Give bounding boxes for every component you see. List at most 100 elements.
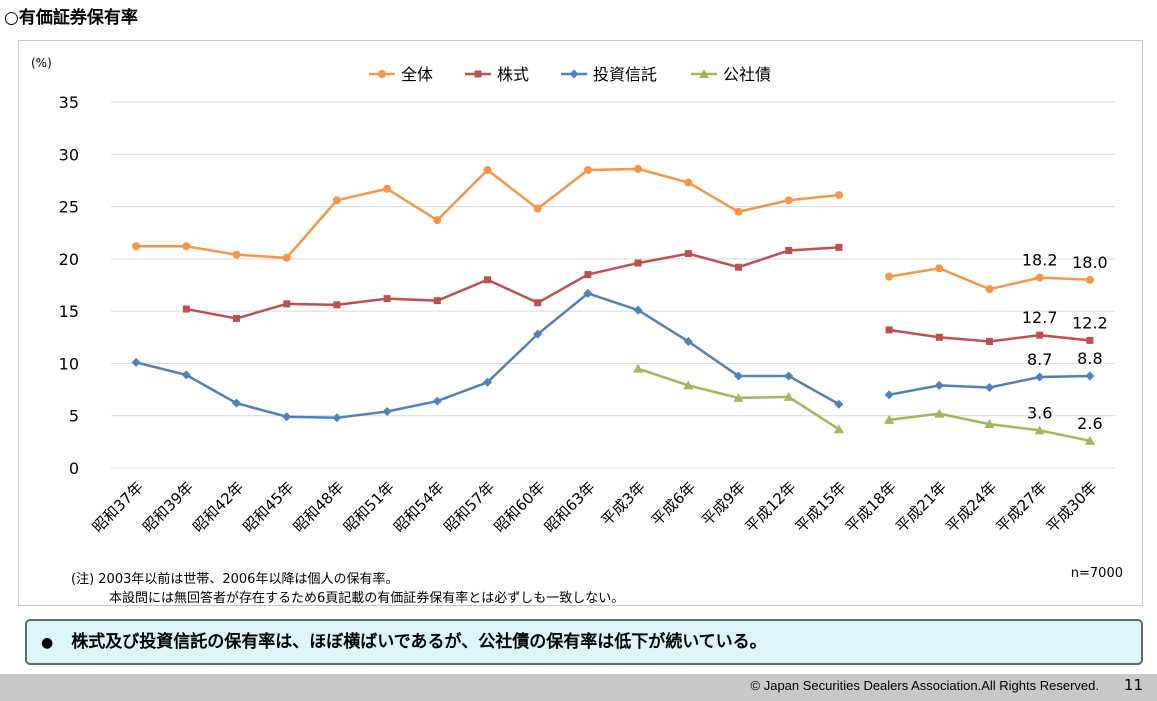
legend-marker-3 [699,69,709,78]
data-point-series-0 [583,165,592,174]
data-point-series-3 [884,414,895,424]
data-point-series-0 [985,285,994,294]
data-point-series-2 [884,390,894,400]
data-label: 18.0 [1072,253,1108,272]
data-point-series-2 [181,370,191,380]
copyright-text: © Japan Securities Dealers Association.A… [750,678,1099,693]
data-label: 12.2 [1072,313,1108,332]
data-point-series-2 [483,377,492,387]
data-point-series-3 [1084,435,1095,445]
data-point-series-3 [833,424,844,434]
x-tick-label: 平成18年 [842,478,900,536]
data-point-series-1 [333,301,341,309]
data-point-series-0 [1085,275,1094,284]
data-point-series-1 [684,250,692,258]
data-point-series-2 [834,399,844,409]
x-tick-label: 平成6年 [648,478,699,529]
legend-label-2: 投資信託 [593,65,657,84]
chart-frame: 0 5 10 15 20 25 30 35 (%) 昭和37年 昭和39年 昭和42年 昭和45年 昭和4… [18,40,1143,606]
data-point-series-0 [1035,273,1044,282]
bullet-icon: ● [41,635,54,651]
summary-text: 株式及び投資信託の保有率は、ほぼ横ばいであるが、公社債の保有率は低下が続いている… [71,632,767,652]
legend-marker-1 [474,70,482,78]
data-point-series-0 [182,242,191,251]
note-line-1: (注) 2003年以前は世帯、2006年以降は個人の保有率。 [71,572,399,587]
y-axis-unit: (%) [31,56,52,70]
data-point-series-2 [332,413,342,423]
data-point-series-3 [633,363,644,373]
legend-label-3: 公社債 [723,65,771,84]
data-point-series-2 [734,371,743,381]
x-tick-label: 平成24年 [942,478,1000,536]
note-line-2: 本設問には無回答者が存在するため6頁記載の有価証券保有率とは必ずしも一致しない。 [109,591,625,606]
y-tick-label-10: 10 [59,354,79,373]
data-label: 18.2 [1022,251,1058,270]
data-point-series-0 [433,216,442,225]
data-point-series-2 [1085,371,1095,381]
data-point-series-1 [885,326,893,334]
x-tick-label: 昭和60年 [490,478,548,536]
data-point-series-2 [1035,372,1045,382]
data-point-series-1 [735,263,742,271]
data-point-series-3 [783,391,794,401]
page-number: 11 [1123,676,1143,694]
x-tick-label: 平成27年 [992,478,1050,536]
data-label: 2.6 [1077,414,1102,433]
data-point-series-2 [131,357,141,367]
data-point-series-2 [784,371,794,381]
data-point-series-2 [934,380,944,390]
legend-label-0: 全体 [401,65,433,84]
data-point-series-2 [683,336,693,346]
data-point-series-0 [232,250,241,259]
data-point-series-1 [1086,336,1094,344]
y-tick-label-0: 0 [69,459,79,478]
data-point-series-1 [986,337,993,345]
data-point-series-1 [433,297,441,305]
x-tick-label: 昭和63年 [541,478,599,536]
series-line-1 [186,246,839,320]
data-point-series-0 [132,242,141,251]
x-tick-label: 平成12年 [741,478,799,536]
x-tick-label: 平成30年 [1043,478,1101,536]
data-point-series-3 [934,408,945,418]
series-line-0 [136,167,840,260]
data-point-series-0 [734,207,743,216]
data-label: 8.8 [1077,349,1102,368]
data-point-series-0 [634,164,643,173]
y-tick-label-35: 35 [59,93,79,112]
data-point-series-0 [383,184,392,193]
y-tick-label-5: 5 [69,407,79,426]
x-tick-label: 昭和57年 [440,478,498,536]
x-tick-label: 昭和48年 [290,478,348,536]
data-point-series-0 [282,253,291,262]
data-point-series-0 [784,196,793,205]
data-point-series-1 [835,243,843,251]
y-tick-label-15: 15 [59,302,79,321]
data-point-series-0 [332,196,341,205]
x-tick-label: 昭和39年 [139,478,197,536]
data-point-series-0 [684,178,693,187]
data-point-series-0 [885,272,894,281]
data-point-series-3 [733,392,744,402]
sample-size-label: n=7000 [1070,566,1123,581]
data-point-series-0 [935,264,944,273]
data-point-series-1 [935,333,943,341]
y-tick-label-25: 25 [59,198,79,217]
page-title: ○有価証券保有率 [4,8,138,28]
y-tick-label-30: 30 [59,145,79,164]
data-point-series-1 [634,259,642,267]
line-chart: 0 5 10 15 20 25 30 35 (%) 昭和37年昭和39年昭和42年昭和45年昭和4… [31,56,1115,536]
data-point-series-1 [1036,331,1044,339]
data-point-series-1 [182,305,190,313]
data-point-series-2 [282,412,292,422]
x-tick-label: 昭和42年 [189,478,247,536]
data-point-series-1 [283,300,291,308]
y-tick-label-20: 20 [59,250,79,269]
x-tick-label: 昭和45年 [239,478,297,536]
data-point-series-3 [1034,425,1045,435]
data-point-series-3 [683,380,694,390]
data-point-series-1 [233,314,240,322]
x-tick-label: 平成9年 [698,478,749,529]
data-point-series-0 [483,165,492,174]
x-tick-label: 平成3年 [598,478,649,529]
